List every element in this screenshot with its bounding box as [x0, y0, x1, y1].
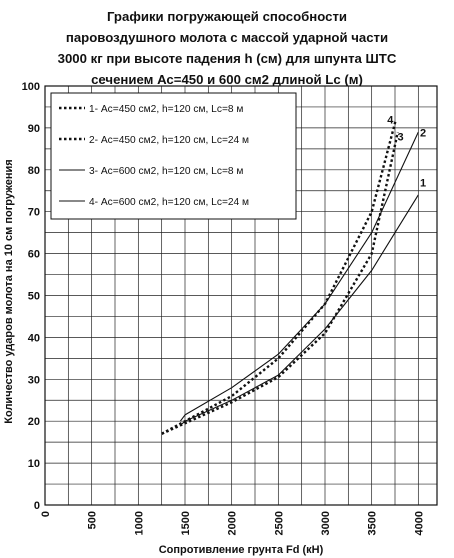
- y-tick-label: 80: [28, 165, 40, 177]
- y-tick-label: 50: [28, 291, 40, 303]
- chart-title-line-4: сечением Ас=450 и 600 см2 длиной Lc (м): [91, 72, 363, 87]
- series-line-4: [179, 131, 419, 422]
- y-tick-label: 100: [22, 81, 40, 93]
- x-tick-label: 3500: [367, 511, 379, 535]
- plot-frame: [44, 85, 438, 506]
- x-tick-label: 500: [87, 511, 99, 529]
- series-tag-2: 2: [420, 127, 426, 139]
- y-tick-label: 60: [28, 249, 40, 261]
- series-tag-4: 4: [387, 115, 394, 127]
- y-tick-label: 30: [28, 374, 40, 386]
- legend-label-3: 3- Ас=600 см2, h=120 см, Lc=8 м: [89, 166, 243, 177]
- y-axis-label: Количество ударов молота на 10 см погруж…: [3, 159, 15, 423]
- chart-title-line-2: паровоздушного молота с массой ударной ч…: [65, 30, 389, 45]
- y-tick-label: 90: [28, 123, 40, 135]
- chart-title-line-1: Графики погружающей способности: [106, 9, 348, 24]
- chart-title: Графики погружающей способности паровозд…: [0, 6, 454, 90]
- x-tick-label: 4000: [413, 511, 425, 535]
- y-tick-label: 20: [28, 416, 40, 428]
- x-tick-label: 1500: [180, 511, 192, 535]
- legend-box: [50, 92, 297, 220]
- chart-title-line-3: 3000 кг при высоте падения h (см) для шп…: [57, 51, 397, 66]
- y-tick-label: 10: [28, 458, 40, 470]
- y-tick-label: 70: [28, 207, 40, 219]
- y-tick-label: 40: [28, 332, 40, 344]
- series-tag-3: 3: [398, 131, 404, 143]
- series-tags: 1 2 34: [387, 115, 426, 190]
- legend: 1- Ас=450 см2, h=120 см, Lc=8 м 2- Ас=450…: [50, 92, 297, 220]
- x-tick-label: 1000: [133, 511, 145, 535]
- series-line-1: [161, 131, 399, 435]
- x-tick-label: 2000: [227, 511, 239, 535]
- series-group: [161, 119, 419, 435]
- x-tick-label: 0: [40, 511, 52, 517]
- y-axis-ticks: 0 10 20 30 40 50 60 70 80 90 100: [22, 81, 40, 512]
- series-line-3: [179, 194, 419, 426]
- series-tag-1: 1: [420, 178, 426, 190]
- x-tick-label: 3000: [320, 511, 332, 535]
- y-tick-label: 0: [34, 500, 40, 512]
- x-tick-label: 2500: [273, 511, 285, 535]
- x-axis-label: Сопротивление грунта Fd (кН): [159, 544, 324, 556]
- legend-label-4: 4- Ас=600 см2, h=120 см, Lc=24 м: [89, 197, 249, 208]
- legend-label-2: 2- Ас=450 см2, h=120 см, Lc=24 м: [89, 135, 249, 146]
- legend-label-1: 1- Ас=450 см2, h=120 см, Lc=8 м: [89, 104, 243, 115]
- x-axis-ticks: 0 500 1000 1500 2000 2500 3000 3500 4000: [40, 511, 425, 535]
